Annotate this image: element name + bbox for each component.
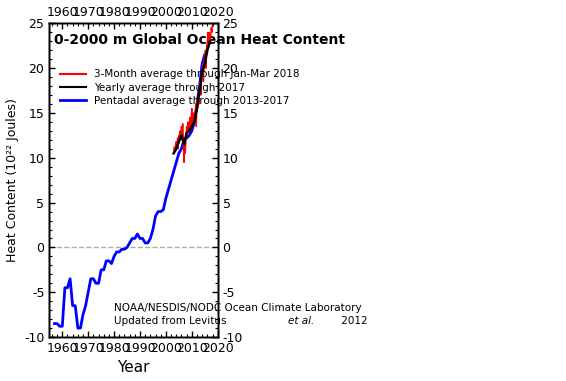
- Text: 0-2000 m Global Ocean Heat Content: 0-2000 m Global Ocean Heat Content: [54, 33, 345, 47]
- Y-axis label: Heat Content (10²² Joules): Heat Content (10²² Joules): [6, 98, 19, 262]
- Text: Updated from Levitus: Updated from Levitus: [114, 316, 230, 327]
- Text: et al.: et al.: [288, 316, 314, 327]
- Legend: 3-Month average through Jan-Mar 2018, Yearly average through 2017, Pentadal aver: 3-Month average through Jan-Mar 2018, Ye…: [59, 69, 299, 106]
- X-axis label: Year: Year: [117, 360, 150, 375]
- Text: 2012: 2012: [338, 316, 367, 327]
- Text: NOAA/NESDIS/NODC Ocean Climate Laboratory: NOAA/NESDIS/NODC Ocean Climate Laborator…: [114, 303, 362, 313]
